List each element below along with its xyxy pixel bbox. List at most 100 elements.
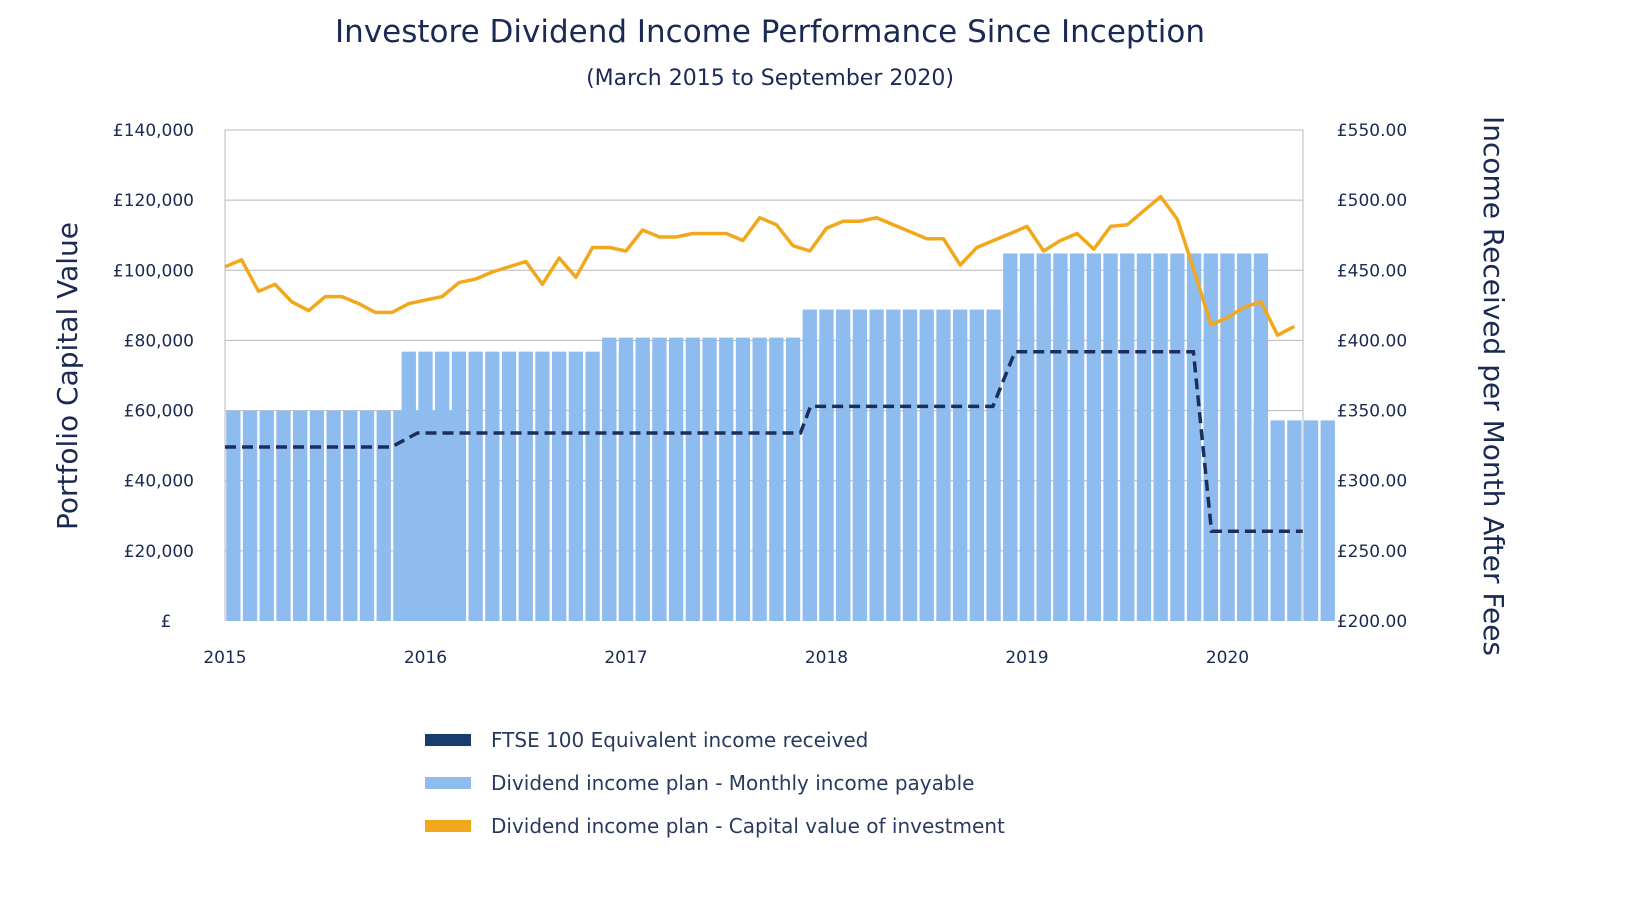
y-tick-label: £140,000 xyxy=(113,121,194,141)
bar xyxy=(1019,253,1035,622)
y2-tick-label: £350.00 xyxy=(1337,402,1407,422)
bar xyxy=(418,351,433,621)
bar xyxy=(802,309,817,621)
chart-subtitle: (March 2015 to September 2020) xyxy=(586,66,954,91)
bar xyxy=(685,337,700,621)
ftse-income-line xyxy=(225,349,1303,533)
y2-tick-label: £500.00 xyxy=(1337,191,1407,211)
plot-frame xyxy=(224,129,1304,621)
bar xyxy=(702,337,717,621)
bar xyxy=(226,410,241,621)
bar xyxy=(568,351,584,621)
bar xyxy=(259,410,274,621)
bar xyxy=(936,309,951,621)
y2-tick-label: £200.00 xyxy=(1337,612,1407,632)
bar xyxy=(719,337,734,621)
bar xyxy=(401,351,416,621)
line-series xyxy=(224,194,1303,533)
y2-tick-label: £250.00 xyxy=(1337,542,1407,562)
legend-swatch-ftse xyxy=(425,733,471,746)
legend-item-monthly-income: Dividend income plan - Monthly income pa… xyxy=(425,761,1005,804)
bar xyxy=(1270,420,1285,621)
bar xyxy=(902,309,918,621)
bar-series xyxy=(226,253,1335,622)
y2-tick-label: £400.00 xyxy=(1337,331,1407,351)
bar xyxy=(668,337,684,621)
bar xyxy=(359,410,375,621)
legend: FTSE 100 Equivalent income received Divi… xyxy=(425,718,1005,847)
bar xyxy=(326,410,341,621)
bar xyxy=(919,309,934,621)
x-tick-label: 2017 xyxy=(604,648,647,668)
bar xyxy=(1003,253,1018,622)
bar xyxy=(1136,253,1152,622)
bar xyxy=(1153,253,1168,622)
bar xyxy=(635,337,650,621)
y-tick-label: £ xyxy=(161,612,172,632)
bar xyxy=(435,351,450,621)
bar xyxy=(618,337,634,621)
bar xyxy=(1220,420,1235,621)
legend-label-capital-value: Dividend income plan - Capital value of … xyxy=(491,813,1005,838)
bar xyxy=(953,309,968,621)
bar xyxy=(886,309,901,621)
y2-axis-title: Income Received per Month After Fees xyxy=(1477,116,1510,656)
y2-tick-label: £300.00 xyxy=(1337,472,1407,492)
y-tick-label: £20,000 xyxy=(124,542,194,562)
bar xyxy=(376,410,391,621)
y-tick-label: £120,000 xyxy=(113,191,194,211)
bar xyxy=(836,309,851,621)
bar xyxy=(769,337,784,621)
bar xyxy=(485,351,500,621)
bar xyxy=(986,309,1001,621)
bar xyxy=(1120,253,1135,622)
bar xyxy=(735,337,751,621)
x-tick-label: 2015 xyxy=(203,648,246,668)
bar xyxy=(293,410,308,621)
bar xyxy=(451,351,467,621)
x-tick-label: 2019 xyxy=(1005,648,1048,668)
bar xyxy=(1320,420,1335,621)
bar xyxy=(1237,420,1252,621)
chart-title: Investore Dividend Income Performance Si… xyxy=(335,14,1205,50)
bar xyxy=(752,337,767,621)
bar xyxy=(343,410,358,621)
bar xyxy=(1069,253,1085,622)
y2-tick-label: £450.00 xyxy=(1337,261,1407,281)
bar xyxy=(242,410,258,621)
x-tick-label: 2020 xyxy=(1206,648,1249,668)
legend-item-capital-value: Dividend income plan - Capital value of … xyxy=(425,804,1005,847)
bar xyxy=(852,309,868,621)
bar xyxy=(309,410,325,621)
bar xyxy=(585,351,600,621)
bar xyxy=(518,351,533,621)
legend-item-ftse: FTSE 100 Equivalent income received xyxy=(425,718,1005,761)
bar xyxy=(869,309,884,621)
bar xyxy=(1253,420,1269,621)
capital-value-line xyxy=(224,194,1296,337)
axis-labels: £ £20,000 £40,000 £60,000 £80,000 £100,000 £12… xyxy=(51,116,1510,668)
bar xyxy=(602,337,617,621)
bar xyxy=(1036,253,1051,622)
legend-label-monthly-income: Dividend income plan - Monthly income pa… xyxy=(491,770,975,795)
bar xyxy=(652,337,667,621)
bar xyxy=(1086,253,1101,622)
bar xyxy=(785,337,801,621)
bar xyxy=(819,309,834,621)
bar xyxy=(1053,253,1068,622)
bar xyxy=(552,351,567,621)
bar xyxy=(535,351,550,621)
bar xyxy=(1103,253,1118,622)
legend-label-ftse: FTSE 100 Equivalent income received xyxy=(491,727,869,752)
bar xyxy=(468,351,483,621)
y-tick-label: £80,000 xyxy=(124,331,194,351)
x-tick-label: 2018 xyxy=(805,648,848,668)
bar xyxy=(1170,253,1185,622)
y-tick-label: £40,000 xyxy=(124,472,194,492)
bar xyxy=(969,309,985,621)
y2-tick-label: £550.00 xyxy=(1337,121,1407,141)
legend-swatch-monthly-income xyxy=(425,776,471,789)
bar xyxy=(276,410,291,621)
bar xyxy=(1287,420,1302,621)
